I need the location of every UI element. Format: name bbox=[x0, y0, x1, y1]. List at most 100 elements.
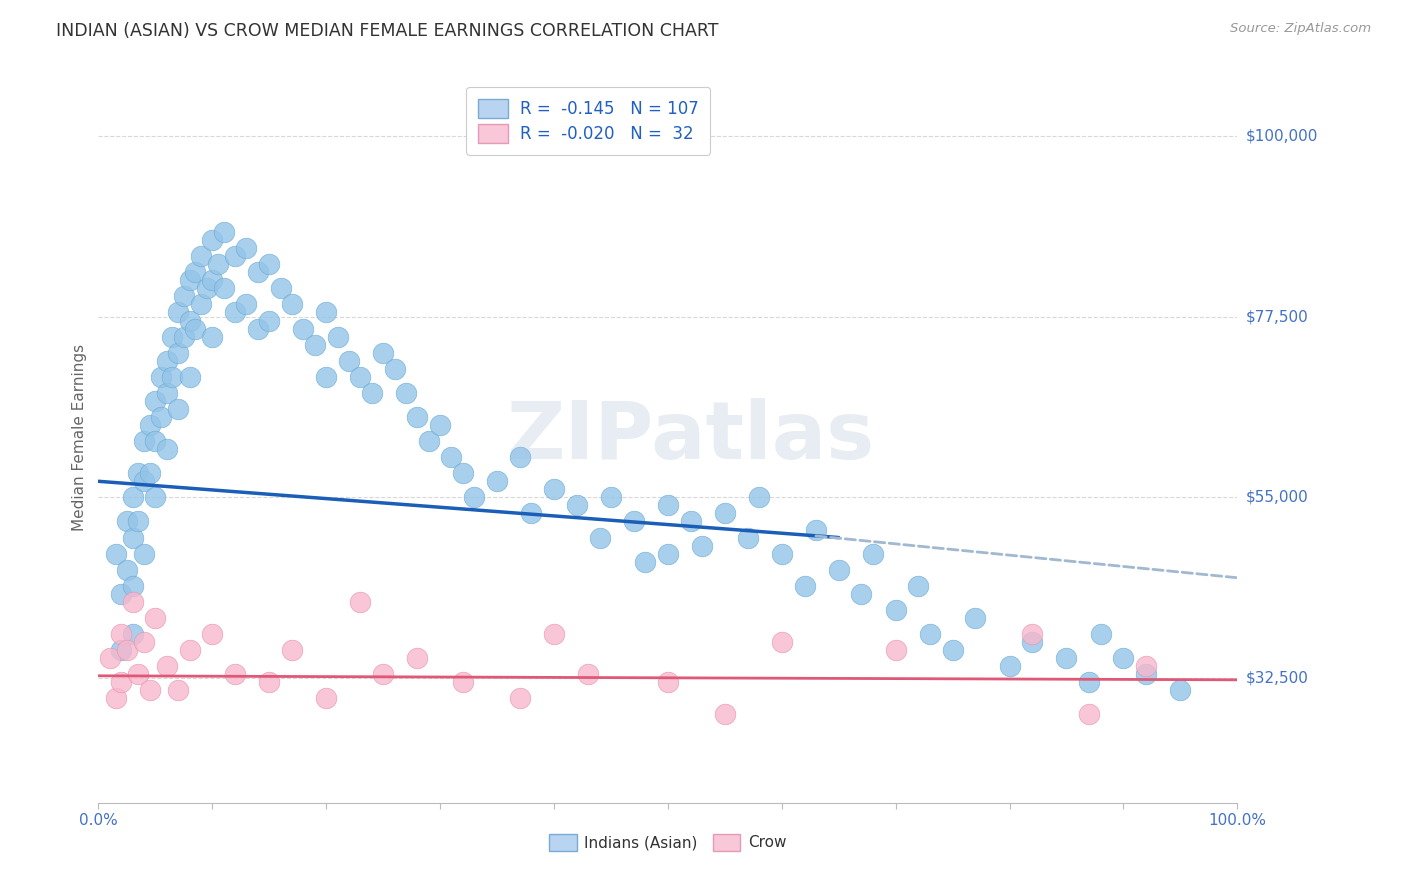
Point bbox=[167, 345, 190, 359]
Point bbox=[259, 313, 281, 327]
Point bbox=[315, 305, 337, 319]
Text: ZIPatlas: ZIPatlas bbox=[506, 398, 875, 476]
Point bbox=[451, 467, 474, 481]
Point bbox=[965, 611, 987, 625]
Point bbox=[884, 643, 907, 657]
Point bbox=[406, 409, 429, 424]
Point bbox=[1135, 659, 1157, 673]
Point bbox=[770, 635, 793, 649]
Point bbox=[634, 555, 657, 569]
Point bbox=[326, 329, 349, 343]
Point bbox=[349, 595, 371, 609]
Point bbox=[259, 257, 281, 271]
Point bbox=[371, 345, 394, 359]
Point bbox=[127, 515, 149, 529]
Point bbox=[1170, 683, 1192, 698]
Point bbox=[127, 467, 149, 481]
Point bbox=[201, 627, 224, 641]
Point bbox=[224, 667, 246, 681]
Point bbox=[121, 491, 143, 505]
Point bbox=[259, 675, 281, 690]
Point bbox=[173, 329, 195, 343]
Point bbox=[184, 265, 207, 279]
Point bbox=[212, 225, 235, 239]
Point bbox=[828, 563, 851, 577]
Point bbox=[770, 547, 793, 561]
Point bbox=[679, 515, 702, 529]
Point bbox=[543, 627, 565, 641]
Point bbox=[184, 321, 207, 335]
Point bbox=[235, 241, 257, 255]
Point bbox=[110, 587, 132, 601]
Point bbox=[270, 281, 292, 295]
Point bbox=[150, 369, 173, 384]
Point bbox=[207, 257, 229, 271]
Point bbox=[884, 603, 907, 617]
Point bbox=[246, 265, 269, 279]
Point bbox=[737, 531, 759, 545]
Point bbox=[1078, 707, 1101, 722]
Text: Source: ZipAtlas.com: Source: ZipAtlas.com bbox=[1230, 22, 1371, 36]
Point bbox=[1054, 651, 1078, 665]
Text: INDIAN (ASIAN) VS CROW MEDIAN FEMALE EARNINGS CORRELATION CHART: INDIAN (ASIAN) VS CROW MEDIAN FEMALE EAR… bbox=[56, 22, 718, 40]
Point bbox=[657, 547, 679, 561]
Point bbox=[543, 483, 565, 497]
Point bbox=[235, 297, 257, 311]
Point bbox=[162, 329, 184, 343]
Point bbox=[588, 531, 610, 545]
Point bbox=[121, 531, 143, 545]
Point bbox=[315, 369, 337, 384]
Point bbox=[463, 491, 485, 505]
Point bbox=[657, 675, 679, 690]
Point bbox=[145, 491, 167, 505]
Point bbox=[748, 491, 770, 505]
Point bbox=[418, 434, 440, 449]
Point bbox=[600, 491, 623, 505]
Point bbox=[509, 450, 531, 465]
Point bbox=[576, 667, 599, 681]
Point bbox=[195, 281, 218, 295]
Point bbox=[190, 249, 212, 263]
Point bbox=[315, 691, 337, 706]
Point bbox=[127, 667, 149, 681]
Point bbox=[145, 393, 167, 408]
Point bbox=[121, 595, 143, 609]
Point bbox=[132, 635, 155, 649]
Text: $77,500: $77,500 bbox=[1246, 309, 1309, 324]
Point bbox=[451, 675, 474, 690]
Point bbox=[132, 475, 155, 489]
Text: $32,500: $32,500 bbox=[1246, 671, 1309, 686]
Point bbox=[918, 627, 941, 641]
Point bbox=[486, 475, 509, 489]
Point bbox=[132, 547, 155, 561]
Point bbox=[281, 643, 304, 657]
Point bbox=[201, 329, 224, 343]
Point bbox=[1021, 635, 1043, 649]
Point bbox=[110, 627, 132, 641]
Point bbox=[201, 233, 224, 247]
Point bbox=[98, 651, 121, 665]
Point bbox=[395, 385, 418, 400]
Point bbox=[623, 515, 645, 529]
Point bbox=[804, 523, 827, 537]
Point bbox=[190, 297, 212, 311]
Point bbox=[1135, 667, 1157, 681]
Point bbox=[440, 450, 463, 465]
Point bbox=[138, 417, 160, 432]
Point bbox=[224, 305, 246, 319]
Point bbox=[998, 659, 1021, 673]
Point bbox=[104, 547, 127, 561]
Point bbox=[121, 627, 143, 641]
Point bbox=[179, 369, 201, 384]
Point bbox=[115, 643, 138, 657]
Point bbox=[156, 385, 179, 400]
Point bbox=[520, 507, 543, 521]
Point bbox=[138, 683, 160, 698]
Point bbox=[292, 321, 315, 335]
Point bbox=[115, 515, 138, 529]
Point bbox=[406, 651, 429, 665]
Point bbox=[371, 667, 394, 681]
Y-axis label: Median Female Earnings: Median Female Earnings bbox=[72, 343, 87, 531]
Point bbox=[167, 683, 190, 698]
Point bbox=[173, 289, 195, 303]
